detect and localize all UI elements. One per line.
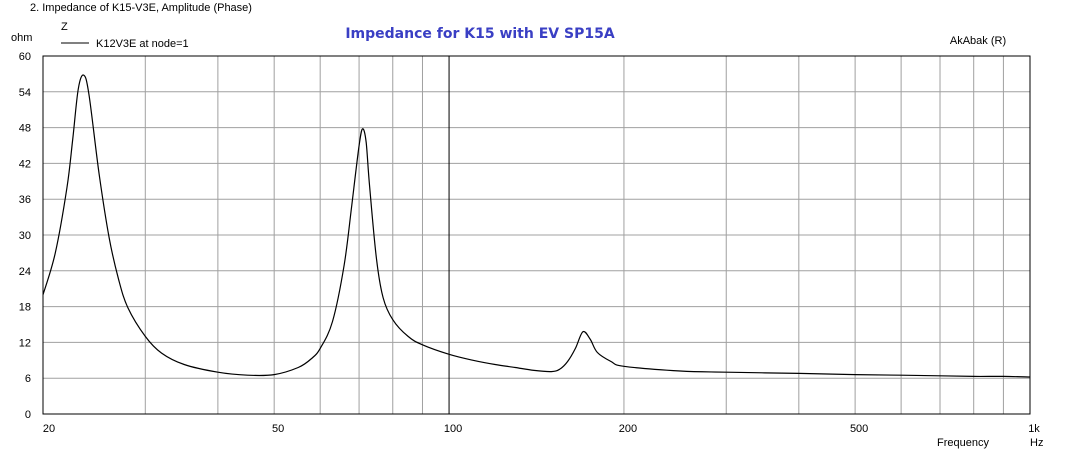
y-tick-label: 48 — [19, 123, 31, 135]
x-tick-label: 500 — [850, 423, 868, 435]
x-tick-label: 50 — [272, 423, 284, 435]
y-symbol: Z — [61, 21, 68, 33]
y-tick-label: 42 — [19, 158, 31, 170]
brand-label: AkAbak (R) — [950, 35, 1006, 47]
window-title: 2. Impedance of K15-V3E, Amplitude (Phas… — [30, 2, 252, 14]
x-tick-label: 1k — [1028, 423, 1040, 435]
impedance-line — [42, 74, 1031, 378]
y-tick-label: 6 — [25, 373, 31, 385]
plot-border — [42, 55, 1031, 415]
chart-title: Impedance for K15 with EV SP15A — [345, 26, 614, 42]
y-axis-unit: ohm — [11, 32, 32, 44]
tick-labels: 0 6 12 18 24 30 36 42 48 54 60 20 50 100 200 500 1k — [19, 51, 1041, 435]
y-tick-label: 18 — [19, 302, 31, 314]
x-axis-label: Frequency — [937, 437, 989, 449]
y-tick-label: 12 — [19, 337, 31, 349]
y-tick-label: 60 — [19, 51, 31, 63]
grid — [42, 55, 1031, 415]
legend: K12V3E at node=1 — [61, 38, 189, 50]
y-tick-label: 36 — [19, 194, 31, 206]
x-tick-label: 20 — [43, 423, 55, 435]
y-tick-label: 0 — [25, 409, 31, 421]
x-tick-label: 100 — [444, 423, 462, 435]
y-tick-label: 24 — [19, 266, 31, 278]
y-tick-label: 30 — [19, 230, 31, 242]
y-tick-label: 54 — [19, 87, 31, 99]
x-tick-label: 200 — [619, 423, 637, 435]
legend-label: K12V3E at node=1 — [96, 38, 189, 50]
x-axis-unit: Hz — [1030, 437, 1043, 449]
